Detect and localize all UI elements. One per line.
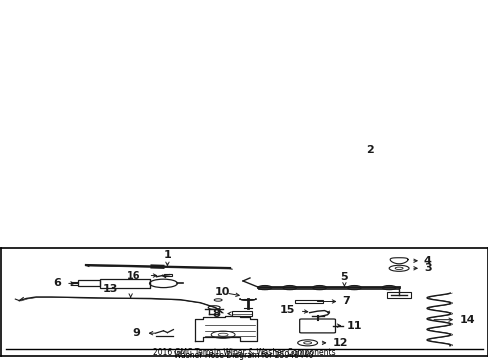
Text: 14: 14 [459,315,475,325]
Text: 3: 3 [423,263,431,273]
Text: 12: 12 [332,338,347,348]
Text: 5: 5 [340,271,347,282]
Text: 10: 10 [214,287,230,297]
Bar [294,300,322,303]
Text: 16: 16 [127,271,141,280]
Text: 2016 GMC Terrain Wiper & Washer Components: 2016 GMC Terrain Wiper & Washer Componen… [152,348,335,357]
Text: 13: 13 [103,284,118,294]
Text: 8: 8 [212,309,220,319]
Bar [232,311,251,316]
Bar [386,292,410,298]
Text: 4: 4 [423,256,431,266]
Text: 2: 2 [366,145,373,155]
Bar [78,280,100,287]
Bar [164,274,172,276]
Text: Washer Hose Diagram for 25948440: Washer Hose Diagram for 25948440 [174,351,313,360]
Text: 1: 1 [163,250,171,260]
Text: 7: 7 [342,297,349,306]
Text: 15: 15 [279,305,294,315]
Text: 11: 11 [346,321,361,330]
Text: 9: 9 [132,328,141,338]
Bar [100,279,149,288]
Text: 6: 6 [53,278,61,288]
